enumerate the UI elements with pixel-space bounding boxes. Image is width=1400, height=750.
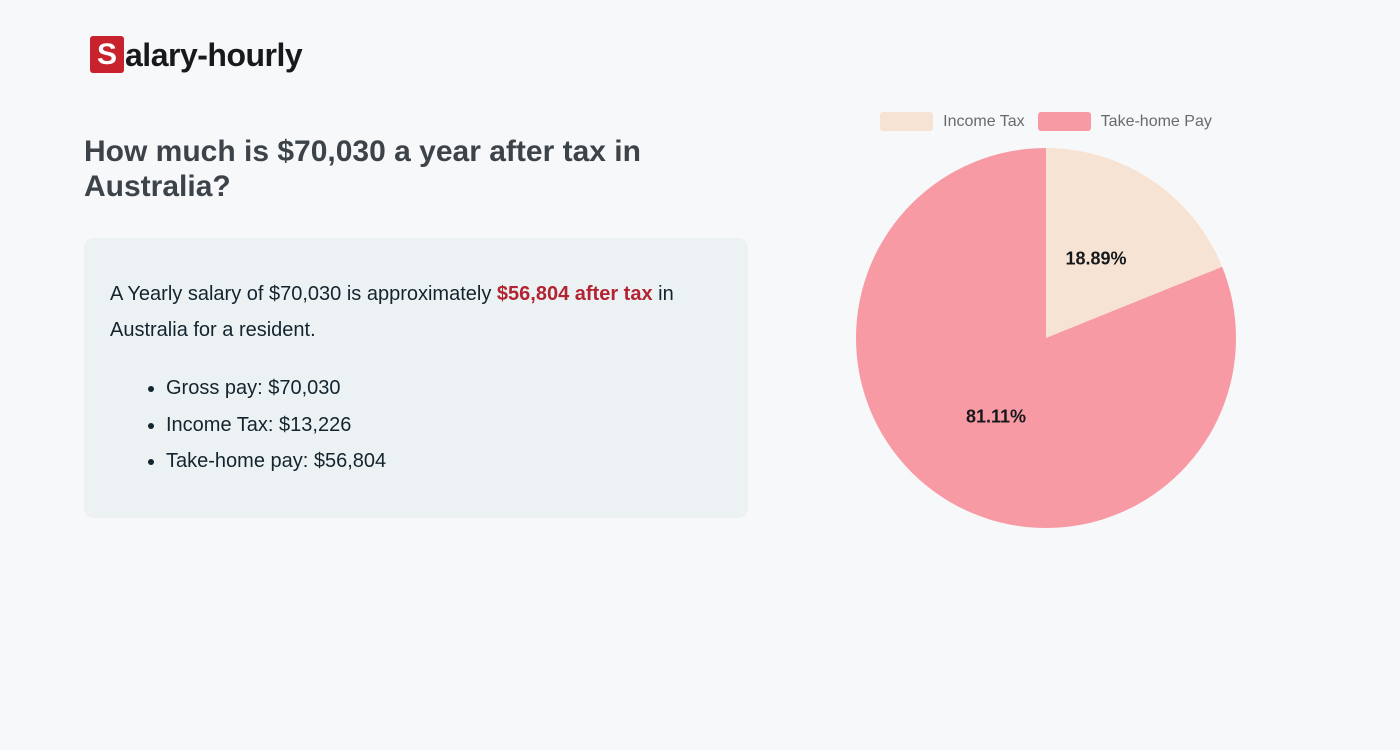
- summary-text-after: in Australia for a resident.: [110, 283, 674, 341]
- summary-paragraph: A Yearly salary of $70,030 is approximat…: [110, 276, 724, 348]
- summary-list: Gross pay: $70,030 Income Tax: $13,226 T…: [110, 370, 724, 480]
- legend-swatch: [880, 112, 934, 131]
- page-title: How much is $70,030 a year after tax in …: [84, 135, 641, 203]
- pie-slice-label-income-tax: 18.89%: [1065, 248, 1127, 269]
- list-item-gross-pay: Gross pay: $70,030: [166, 370, 724, 407]
- legend-item-income-tax[interactable]: Income Tax: [880, 112, 1025, 131]
- site-logo[interactable]: S alary-hourly: [90, 36, 303, 73]
- legend-item-take-home-pay[interactable]: Take-home Pay: [1037, 112, 1212, 131]
- pie-slice-label-take-home-pay: 81.11%: [965, 406, 1027, 427]
- logo-text: alary-hourly: [125, 36, 303, 73]
- summary-text-before: A Yearly salary of $70,030 is approximat…: [110, 283, 497, 305]
- pie-chart-legend: Income Tax Take-home Pay: [846, 112, 1246, 131]
- pie-chart[interactable]: [856, 148, 1236, 528]
- summary-box: A Yearly salary of $70,030 is approximat…: [84, 238, 748, 518]
- legend-label-take-home-pay: Take-home Pay: [1100, 112, 1212, 130]
- summary-highlight: $56,804 after tax: [496, 283, 653, 305]
- list-item-income-tax: Income Tax: $13,226: [166, 407, 724, 444]
- legend-label-income-tax: Income Tax: [943, 112, 1025, 130]
- logo-badge-icon: S: [90, 36, 124, 73]
- list-item-take-home-pay: Take-home pay: $56,804: [166, 443, 724, 480]
- legend-swatch: [1037, 112, 1091, 131]
